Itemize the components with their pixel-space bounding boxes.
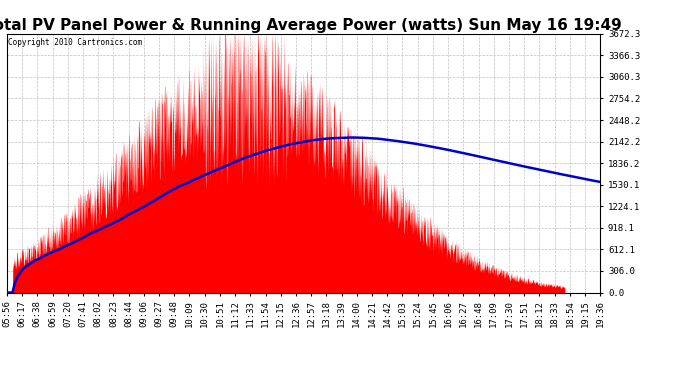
Text: Copyright 2010 Cartronics.com: Copyright 2010 Cartronics.com xyxy=(8,38,142,46)
Title: Total PV Panel Power & Running Average Power (watts) Sun May 16 19:49: Total PV Panel Power & Running Average P… xyxy=(0,18,622,33)
